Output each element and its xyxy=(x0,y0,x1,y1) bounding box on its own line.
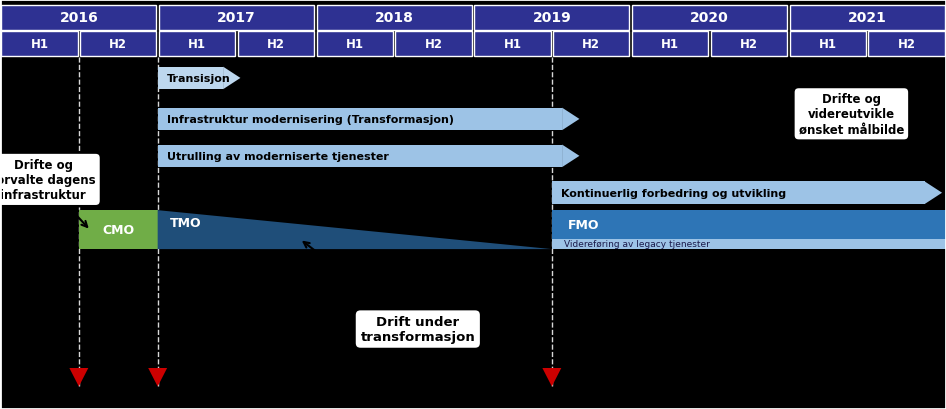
Bar xyxy=(710,32,787,56)
Text: CMO: CMO xyxy=(102,224,134,236)
Text: TMO: TMO xyxy=(169,216,201,229)
Bar xyxy=(790,6,945,31)
Bar xyxy=(553,32,629,56)
Bar xyxy=(317,32,393,56)
Text: Utrulling av moderniserte tjenester: Utrulling av moderniserte tjenester xyxy=(167,151,389,162)
Bar xyxy=(159,32,236,56)
Text: Infrastruktur modernisering (Transformasjon): Infrastruktur modernisering (Transformas… xyxy=(167,115,454,125)
Text: 2021: 2021 xyxy=(848,11,886,25)
Text: FMO: FMO xyxy=(568,218,599,231)
Text: H1: H1 xyxy=(818,38,837,51)
Polygon shape xyxy=(542,368,561,387)
Bar xyxy=(552,182,924,204)
Bar xyxy=(395,32,472,56)
Text: Transisjon: Transisjon xyxy=(167,74,231,84)
Polygon shape xyxy=(69,368,88,387)
Polygon shape xyxy=(149,368,167,387)
Bar xyxy=(552,211,946,249)
Text: 2020: 2020 xyxy=(691,11,728,25)
Bar xyxy=(868,32,945,56)
Text: Kontinuerlig forbedring og utvikling: Kontinuerlig forbedring og utvikling xyxy=(561,188,786,198)
Bar xyxy=(80,32,156,56)
Polygon shape xyxy=(924,182,942,204)
Text: 2017: 2017 xyxy=(218,11,255,25)
Polygon shape xyxy=(562,145,579,168)
Polygon shape xyxy=(223,67,240,90)
Text: H2: H2 xyxy=(425,38,443,51)
Polygon shape xyxy=(158,211,552,249)
Text: H1: H1 xyxy=(30,38,48,51)
Text: H1: H1 xyxy=(345,38,364,51)
Text: 2016: 2016 xyxy=(60,11,98,25)
Bar xyxy=(317,6,472,31)
Polygon shape xyxy=(562,108,579,131)
Text: H2: H2 xyxy=(898,38,916,51)
Text: H1: H1 xyxy=(188,38,206,51)
Bar xyxy=(1,6,156,31)
Bar xyxy=(158,108,562,131)
Bar xyxy=(158,67,223,90)
Text: Drifte og
videreutvikle
ønsket målbilde: Drifte og videreutvikle ønsket målbilde xyxy=(798,93,904,136)
Bar xyxy=(159,6,314,31)
Text: H1: H1 xyxy=(503,38,521,51)
Bar xyxy=(79,211,158,249)
Text: Drifte og
forvalte dagens
infrastruktur: Drifte og forvalte dagens infrastruktur xyxy=(0,159,96,201)
Bar xyxy=(790,32,866,56)
Text: H2: H2 xyxy=(582,38,601,51)
Bar xyxy=(552,239,946,249)
Text: H2: H2 xyxy=(109,38,128,51)
Text: H2: H2 xyxy=(267,38,285,51)
Text: Videreføring av legacy tjenester: Videreføring av legacy tjenester xyxy=(564,240,710,249)
Bar xyxy=(158,145,562,168)
Bar xyxy=(632,32,709,56)
Bar xyxy=(237,32,314,56)
Bar xyxy=(632,6,787,31)
Bar xyxy=(474,32,551,56)
Text: Drift under
transformasjon: Drift under transformasjon xyxy=(360,315,475,343)
Text: H1: H1 xyxy=(661,38,679,51)
Text: 2019: 2019 xyxy=(533,11,571,25)
Bar xyxy=(552,211,946,239)
Bar xyxy=(1,32,78,56)
Text: H2: H2 xyxy=(740,38,758,51)
Bar xyxy=(474,6,629,31)
Text: 2018: 2018 xyxy=(375,11,413,25)
